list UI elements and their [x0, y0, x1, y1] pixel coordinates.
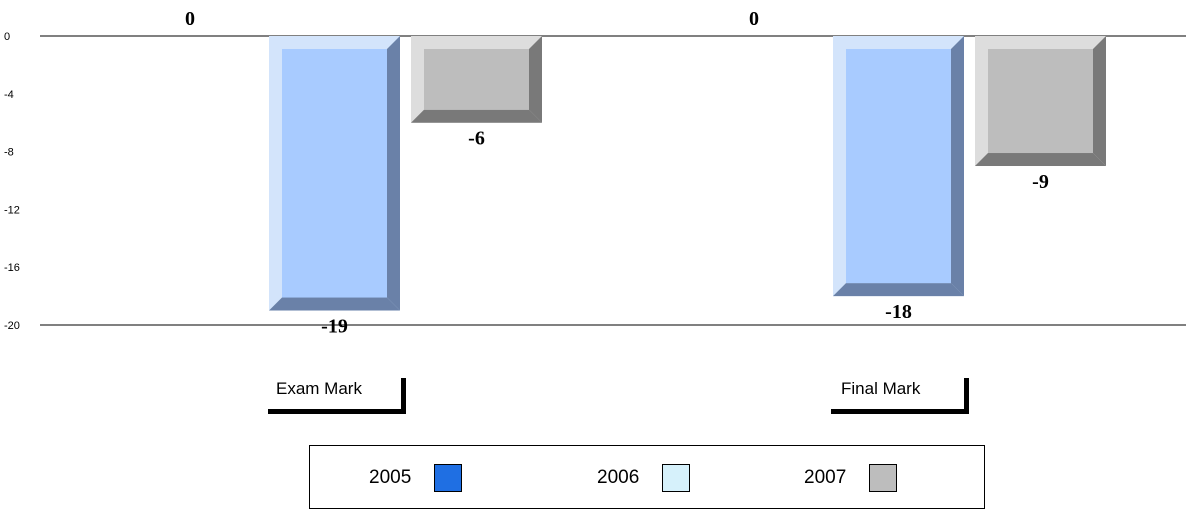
bar-2006-final-mark-right-bevel [951, 36, 964, 297]
data-label: -9 [1032, 171, 1049, 193]
category-label-final-mark: Final Mark [841, 379, 921, 398]
category-bracket-final-mark [831, 378, 969, 414]
bar-2007-exam-mark-bottom-bevel [411, 109, 542, 123]
bar-2006-final-mark-face [846, 49, 951, 284]
chart-legend: 2005 2006 2007 [309, 445, 985, 509]
legend-swatch-2007 [869, 464, 898, 492]
y-tick-label: 0 [4, 31, 10, 43]
data-label: -19 [321, 316, 348, 338]
y-tick-label: -20 [4, 320, 20, 332]
legend-item-2006: 2006 [597, 463, 691, 493]
data-label: 0 [185, 8, 195, 30]
bar-2007-exam-mark-right-bevel [529, 36, 542, 123]
bar-2006-exam-mark-face [282, 49, 387, 298]
y-tick-label: -16 [4, 262, 20, 274]
bar-chart: 0 -4 -8 -12 -16 -20 0 -19 -6 0 -18 -9 [4, 8, 1186, 338]
bar-2006-final-mark-bottom-bevel [833, 283, 964, 297]
y-tick-label: -8 [4, 147, 14, 159]
legend-label-2005: 2005 [369, 467, 412, 488]
category-label-exam-mark: Exam Mark [276, 379, 362, 398]
data-label: 0 [749, 8, 759, 30]
data-label: -18 [885, 301, 912, 323]
legend-item-2007: 2007 [804, 463, 898, 493]
bar-2007-final-mark-face [988, 49, 1093, 154]
legend-swatch-2006 [662, 464, 691, 492]
data-label: -6 [468, 128, 485, 150]
legend-item-2005: 2005 [369, 463, 463, 493]
legend-swatch-2005 [434, 464, 463, 492]
y-tick-label: -12 [4, 204, 20, 216]
category-bracket-exam-mark [268, 378, 406, 414]
y-tick-label: -4 [4, 89, 14, 101]
bar-2006-exam-mark-right-bevel [387, 36, 400, 311]
bar-2007-final-mark-bottom-bevel [975, 153, 1106, 167]
bar-2006-exam-mark-bottom-bevel [269, 297, 400, 311]
legend-label-2007: 2007 [804, 467, 847, 488]
bar-2007-final-mark-right-bevel [1093, 36, 1106, 167]
legend-label-2006: 2006 [597, 467, 640, 488]
bar-2007-exam-mark-face [424, 49, 529, 110]
